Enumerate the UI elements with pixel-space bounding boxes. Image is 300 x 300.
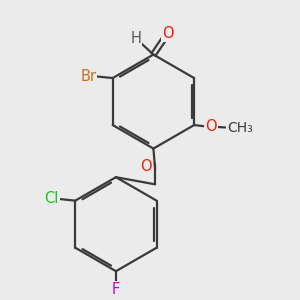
Text: O: O [205, 119, 217, 134]
Text: F: F [112, 282, 120, 297]
Text: O: O [162, 26, 173, 41]
Text: Br: Br [80, 69, 96, 84]
Text: O: O [140, 159, 152, 174]
Text: Cl: Cl [44, 191, 58, 206]
Text: CH₃: CH₃ [228, 121, 253, 135]
Text: H: H [130, 31, 141, 46]
